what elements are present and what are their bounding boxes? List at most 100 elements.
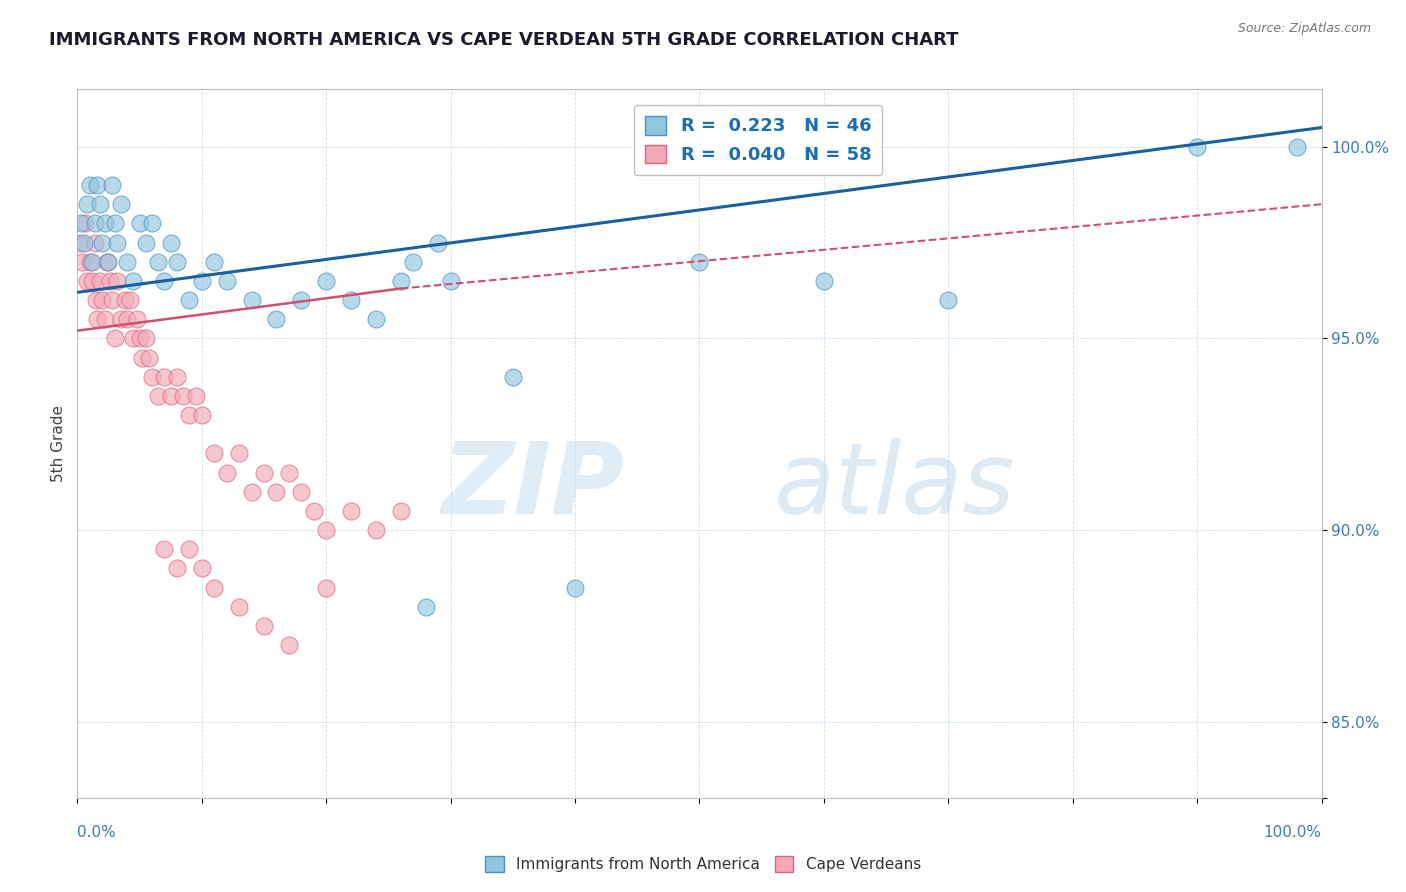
Point: [315, 274, 337, 288]
Point: [340, 293, 363, 307]
Point: [135, 331, 157, 345]
Point: [153, 542, 176, 557]
Point: [105, 235, 128, 250]
Point: [96, 254, 118, 268]
Point: [125, 312, 148, 326]
Point: [228, 446, 250, 460]
Point: [141, 216, 163, 230]
Point: [389, 504, 412, 518]
Point: [114, 293, 136, 307]
Point: [166, 561, 188, 575]
Text: Source: ZipAtlas.com: Source: ZipAtlas.com: [1237, 22, 1371, 36]
Point: [172, 389, 194, 403]
Point: [502, 369, 524, 384]
Point: [72, 235, 94, 250]
Point: [79, 254, 101, 268]
Point: [215, 466, 238, 480]
Point: [97, 254, 120, 268]
Point: [402, 254, 425, 268]
Point: [93, 216, 115, 230]
Point: [813, 274, 835, 288]
Point: [76, 274, 98, 288]
Point: [115, 312, 138, 326]
Text: 100.0%: 100.0%: [1264, 825, 1322, 840]
Point: [138, 351, 160, 365]
Point: [184, 389, 207, 403]
Point: [240, 293, 263, 307]
Point: [104, 331, 127, 345]
Point: [364, 312, 387, 326]
Point: [73, 216, 96, 230]
Text: IMMIGRANTS FROM NORTH AMERICA VS CAPE VERDEAN 5TH GRADE CORRELATION CHART: IMMIGRANTS FROM NORTH AMERICA VS CAPE VE…: [49, 31, 959, 49]
Point: [153, 369, 176, 384]
Legend: Immigrants from North America, Cape Verdeans: Immigrants from North America, Cape Verd…: [478, 848, 928, 880]
Point: [76, 197, 98, 211]
Point: [159, 235, 181, 250]
Point: [179, 293, 201, 307]
Point: [290, 484, 312, 499]
Point: [253, 466, 276, 480]
Point: [179, 408, 201, 422]
Point: [98, 274, 121, 288]
Point: [166, 369, 188, 384]
Point: [302, 504, 325, 518]
Point: [110, 312, 132, 326]
Point: [315, 523, 337, 537]
Point: [86, 312, 108, 326]
Point: [89, 274, 111, 288]
Point: [122, 274, 145, 288]
Text: atlas: atlas: [775, 438, 1015, 535]
Point: [277, 638, 299, 652]
Point: [277, 466, 299, 480]
Point: [101, 293, 124, 307]
Point: [86, 178, 108, 192]
Point: [89, 197, 111, 211]
Point: [202, 446, 225, 460]
Point: [191, 274, 214, 288]
Point: [148, 389, 170, 403]
Point: [253, 619, 276, 633]
Point: [70, 216, 93, 230]
Point: [266, 484, 288, 499]
Y-axis label: 5th Grade: 5th Grade: [51, 405, 66, 483]
Point: [166, 254, 188, 268]
Point: [153, 274, 176, 288]
Point: [340, 504, 363, 518]
Point: [1285, 139, 1308, 153]
Point: [439, 274, 461, 288]
Point: [91, 235, 114, 250]
Point: [118, 293, 141, 307]
Point: [179, 542, 201, 557]
Point: [427, 235, 450, 250]
Point: [93, 312, 115, 326]
Point: [72, 254, 94, 268]
Point: [215, 274, 238, 288]
Legend: R =  0.223   N = 46, R =  0.040   N = 58: R = 0.223 N = 46, R = 0.040 N = 58: [634, 105, 883, 175]
Text: ZIP: ZIP: [441, 438, 624, 535]
Point: [110, 197, 132, 211]
Point: [82, 274, 104, 288]
Point: [202, 581, 225, 595]
Point: [315, 581, 337, 595]
Point: [415, 599, 437, 614]
Point: [389, 274, 412, 288]
Point: [128, 331, 150, 345]
Point: [240, 484, 263, 499]
Point: [115, 254, 138, 268]
Point: [938, 293, 960, 307]
Point: [141, 369, 163, 384]
Point: [202, 254, 225, 268]
Text: 0.0%: 0.0%: [77, 825, 117, 840]
Point: [159, 389, 181, 403]
Point: [104, 216, 127, 230]
Point: [101, 178, 124, 192]
Point: [84, 293, 107, 307]
Point: [191, 408, 214, 422]
Point: [135, 235, 157, 250]
Point: [79, 178, 101, 192]
Point: [82, 254, 104, 268]
Point: [228, 599, 250, 614]
Point: [128, 216, 150, 230]
Point: [689, 254, 711, 268]
Point: [105, 274, 128, 288]
